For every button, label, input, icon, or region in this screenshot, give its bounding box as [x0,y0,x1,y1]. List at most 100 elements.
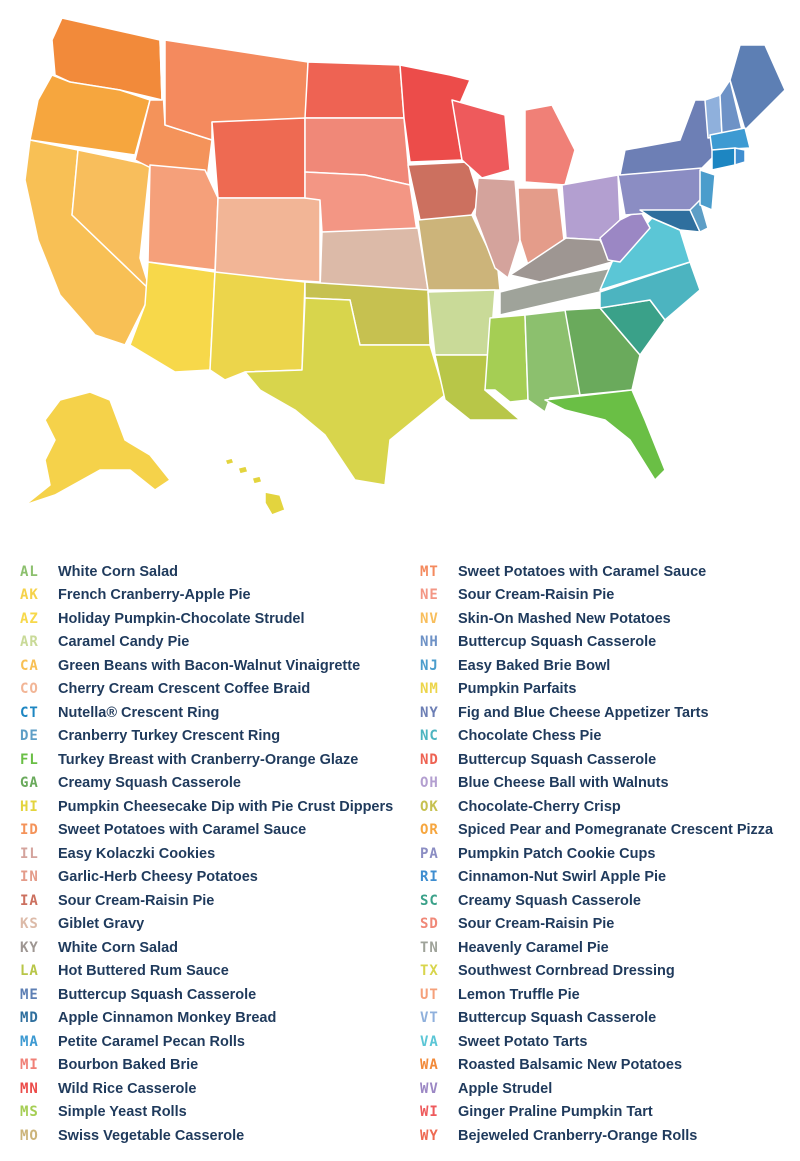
dish-name: Creamy Squash Casserole [458,892,641,909]
dish-name: Spiced Pear and Pomegranate Crescent Piz… [458,822,774,839]
state-ga [564,307,641,396]
state-abbreviation: PA [420,845,439,862]
legend-item-ne: NE Sour Cream-Raisin Pie [420,584,773,608]
legend-item-tx: TX Southwest Cornbread Dressing [420,960,773,984]
state-ar [427,289,496,356]
dish-name: Buttercup Squash Casserole [458,634,657,651]
dish-name: Buttercup Squash Casserole [458,751,657,768]
dish-name: Pumpkin Cheesecake Dip with Pie Crust Di… [58,798,394,815]
state-wv [599,209,651,263]
dish-name: Buttercup Squash Casserole [458,1010,657,1027]
dish-name: Easy Baked Brie Bowl [458,657,611,674]
dish-name: Cherry Cream Crescent Coffee Braid [58,681,311,698]
dish-name: Sweet Potato Tarts [458,1033,588,1050]
state-md [639,209,701,233]
state-wy [211,117,306,199]
legend-left-column: AL White Corn Salad AK French Cranberry-App… [20,560,393,1148]
dish-name: French Cranberry-Apple Pie [58,587,251,604]
state-abbreviation: NC [420,728,439,745]
legend-item-or: OR Spiced Pear and Pomegranate Crescent P… [420,819,773,843]
state-abbreviation: NV [420,610,439,627]
state-abbreviation: TN [420,939,439,956]
legend-item-pa: PA Pumpkin Patch Cookie Cups [420,842,773,866]
legend-item-va: VA Sweet Potato Tarts [420,1030,773,1054]
state-ms [484,314,529,403]
dish-name: Wild Rice Casserole [58,1080,197,1097]
state-abbreviation: WV [420,1080,439,1097]
legend-item-wv: WV Apple Strudel [420,1077,773,1101]
state-wi [451,99,511,179]
dish-name: Nutella® Crescent Ring [58,704,220,721]
dish-name: Skin-On Mashed New Potatoes [458,610,671,627]
legend-item-md: MD Apple Cinnamon Monkey Bread [20,1007,393,1031]
state-abbreviation: AR [20,634,39,651]
state-nj [699,169,716,211]
state-abbreviation: UT [420,986,439,1003]
dish-name: Ginger Praline Pumpkin Tart [458,1104,653,1121]
state-abbreviation: IL [20,845,39,862]
legend-item-co: CO Cherry Cream Crescent Coffee Braid [20,678,393,702]
state-abbreviation: MT [420,563,439,580]
legend-item-mt: MT Sweet Potatoes with Caramel Sauce [420,560,773,584]
state-ia [407,161,481,221]
state-abbreviation: NJ [420,657,439,674]
legend-item-mo: MO Swiss Vegetable Casserole [20,1124,393,1148]
dish-name: Creamy Squash Casserole [58,775,241,792]
state-ct [711,147,736,171]
dish-name: Sweet Potatoes with Caramel Sauce [458,563,707,580]
dish-name: Swiss Vegetable Casserole [58,1127,245,1144]
legend-item-ia: IA Sour Cream-Raisin Pie [20,889,393,913]
legend-item-mi: MI Bourbon Baked Brie [20,1054,393,1078]
state-abbreviation: LA [20,963,39,980]
dish-name: Caramel Candy Pie [58,634,190,651]
state-mi [524,104,576,186]
state-abbreviation: KS [20,916,39,933]
dish-name: Sour Cream-Raisin Pie [58,892,215,909]
state-ak [24,391,171,506]
legend-item-ut: UT Lemon Truffle Pie [420,983,773,1007]
legend-item-wi: WI Ginger Praline Pumpkin Tart [420,1101,773,1125]
dish-name: Cranberry Turkey Crescent Ring [58,728,281,745]
state-ny [619,99,721,176]
dish-name: Roasted Balsamic New Potatoes [458,1057,683,1074]
state-abbreviation: NE [420,587,439,604]
legend-right-column: MT Sweet Potatoes with Caramel Sauce NE Sou… [420,560,773,1148]
dish-name: Heavenly Caramel Pie [458,939,609,956]
legend-item-ct: CT Nutella® Crescent Ring [20,701,393,725]
dish-name: Apple Cinnamon Monkey Bread [58,1010,277,1027]
dish-name: Buttercup Squash Casserole [58,986,257,1003]
state-abbreviation: CT [20,704,39,721]
legend-item-wa: WA Roasted Balsamic New Potatoes [420,1054,773,1078]
state-abbreviation: OK [420,798,439,815]
legend-item-nm: NM Pumpkin Parfaits [420,678,773,702]
state-ri [734,147,746,166]
dish-name: Fig and Blue Cheese Appetizer Tarts [458,704,709,721]
state-abbreviation: ND [420,751,439,768]
legend-item-fl: FL Turkey Breast with Cranberry-Orange Gl… [20,748,393,772]
state-abbreviation: OH [420,775,439,792]
state-abbreviation: NM [420,681,439,698]
legend-item-nv: NV Skin-On Mashed New Potatoes [420,607,773,631]
legend-item-vt: VT Buttercup Squash Casserole [420,1007,773,1031]
dish-name: Garlic-Herb Cheesy Potatoes [58,869,258,886]
state-abbreviation: IN [20,869,39,886]
dish-name: Chocolate Chess Pie [458,728,602,745]
state-mo [417,214,501,291]
state-abbreviation: MN [20,1080,39,1097]
legend-item-ks: KS Giblet Gravy [20,913,393,937]
legend-item-id: ID Sweet Potatoes with Caramel Sauce [20,819,393,843]
legend-item-ok: OK Chocolate-Cherry Crisp [420,795,773,819]
state-abbreviation: SC [420,892,439,909]
dish-name: Giblet Gravy [58,916,145,933]
state-abbreviation: WA [420,1057,439,1074]
dish-name: Blue Cheese Ball with Walnuts [458,775,669,792]
state-vt [704,94,723,139]
state-abbreviation: VA [420,1033,439,1050]
state-abbreviation: OR [420,822,439,839]
dish-name: Turkey Breast with Cranberry-Orange Glaz… [58,751,359,768]
dish-name: Cinnamon-Nut Swirl Apple Pie [458,869,667,886]
legend-item-ma: MA Petite Caramel Pecan Rolls [20,1030,393,1054]
state-abbreviation: FL [20,751,39,768]
legend-item-ak: AK French Cranberry-Apple Pie [20,584,393,608]
legend-item-nc: NC Chocolate Chess Pie [420,725,773,749]
